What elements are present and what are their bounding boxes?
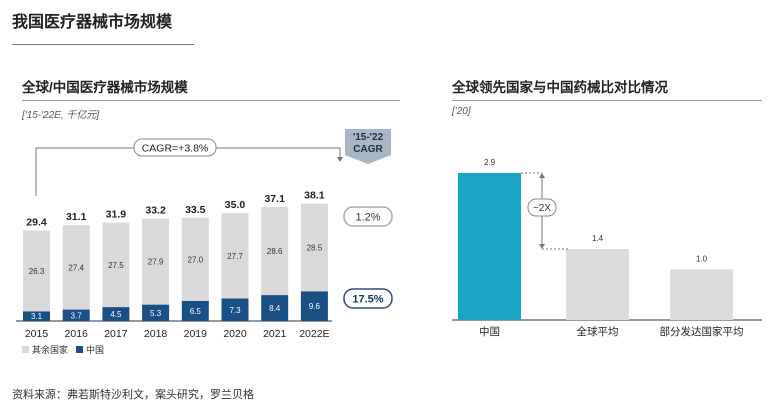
legend-label-china: 中国 <box>86 344 104 355</box>
tick-2018: 2018 <box>144 328 168 340</box>
label-other-2017: 27.5 <box>108 261 124 270</box>
cagr-arrowhead <box>337 157 343 162</box>
label-china-2017: 4.5 <box>110 310 122 319</box>
ratio-arrowhead-top <box>539 173 545 178</box>
tick-2022E: 2022E <box>299 328 329 340</box>
label-total-2016: 31.1 <box>66 211 87 223</box>
bar-全球平均 <box>566 249 629 320</box>
bar-other-2021 <box>261 207 289 296</box>
label-total-2022E: 38.1 <box>304 190 325 202</box>
left-title-divider <box>22 100 400 101</box>
label-other-2018: 27.9 <box>148 258 164 267</box>
china-cagr-value: 17.5% <box>352 294 383 306</box>
tick-2017: 2017 <box>104 328 128 340</box>
china-cagr-badge: 17.5% <box>343 288 393 309</box>
cagr-pill <box>133 138 217 157</box>
label-total-2019: 33.5 <box>185 204 206 216</box>
bar-other-2016 <box>62 225 90 310</box>
bar-china-2018 <box>142 304 170 321</box>
category-部分发达国家平均: 部分发达国家平均 <box>660 325 744 338</box>
overall-cagr-label: CAGR=+3.8% <box>142 143 209 155</box>
left-legend: 其余国家 中国 <box>22 344 104 355</box>
label-other-2016: 27.4 <box>68 263 84 272</box>
cagr-annotation: CAGR=+3.8% <box>35 138 343 196</box>
cagr-header-arrow <box>345 155 391 164</box>
ratio-arrowhead-bottom <box>539 244 545 249</box>
label-other-2015: 26.3 <box>29 267 45 276</box>
ratio-annotation: ~2X <box>521 172 568 250</box>
tick-2020: 2020 <box>223 328 247 340</box>
china-cagr-pill <box>343 288 393 309</box>
left-chart-title: 全球/中国医疗器械市场规模 <box>22 80 188 95</box>
other-cagr-pill <box>343 206 393 227</box>
cagr-header-line1: '15-'22 <box>353 132 384 143</box>
cagr-header: '15-'22 CAGR <box>345 129 391 164</box>
bar-other-2015 <box>23 230 50 312</box>
bar-部分发达国家平均 <box>670 269 733 320</box>
bar-china-2019 <box>181 300 209 321</box>
legend-swatch-other <box>22 346 29 353</box>
bar-china-2016 <box>62 309 90 321</box>
bar-中国 <box>458 173 521 320</box>
bar-china-2017 <box>102 307 130 321</box>
other-cagr-badge: 1.2% <box>343 206 393 227</box>
label-china-2019: 6.5 <box>190 307 202 316</box>
cagr-header-line2: CAGR <box>353 144 383 155</box>
ratio-label: ~2X <box>533 203 551 214</box>
right-chart-title: 全球领先国家与中国药械比对比情况 <box>452 80 668 95</box>
title-divider <box>12 44 194 45</box>
bar-other-2018 <box>142 218 170 305</box>
label-other-2021: 28.6 <box>267 247 283 256</box>
source-note: 资料来源：弗若斯特沙利文，案头研究，罗兰贝格 <box>12 389 254 401</box>
right-bar-chart: 2.9 中国 1.4 全球平均 1.0 部分发达国家平均 <box>452 158 762 338</box>
label-china-2022E: 9.6 <box>309 302 321 311</box>
tick-2015: 2015 <box>25 328 49 340</box>
label-other-2019: 27.0 <box>188 255 204 264</box>
bar-china-2020 <box>221 298 249 321</box>
label-china-2016: 3.7 <box>71 311 83 320</box>
label-total-2017: 31.9 <box>106 208 127 220</box>
bar-other-2017 <box>102 222 130 308</box>
category-全球平均: 全球平均 <box>577 325 619 338</box>
ratio-pill <box>527 198 557 217</box>
bar-other-2022E <box>300 203 328 292</box>
label-total-2015: 29.4 <box>26 216 47 228</box>
left-stacked-bar-chart: 26.3 3.1 29.4 2015 27.4 3.7 31.1 2016 27.5 4.5 31.… <box>16 190 332 340</box>
category-中国: 中国 <box>479 325 500 338</box>
legend-label-other: 其余国家 <box>32 344 68 355</box>
label-china-2015: 3.1 <box>31 312 43 321</box>
label-china-2018: 5.3 <box>150 309 162 318</box>
right-chart-subtitle: ['20] <box>452 106 471 117</box>
value-label-部分发达国家平均: 1.0 <box>696 254 708 263</box>
bar-china-2015 <box>23 311 50 321</box>
label-china-2021: 8.4 <box>269 304 281 313</box>
cagr-header-box <box>345 129 391 155</box>
label-total-2018: 33.2 <box>145 205 166 217</box>
label-total-2021: 37.1 <box>264 193 285 205</box>
bar-other-2019 <box>181 217 209 301</box>
bar-china-2022E <box>300 291 328 321</box>
label-china-2020: 7.3 <box>229 306 241 315</box>
right-title-divider <box>452 100 762 101</box>
label-total-2020: 35.0 <box>225 199 246 211</box>
tick-2016: 2016 <box>65 328 89 340</box>
left-chart-subtitle: ['15-'22E, 千亿元] <box>22 110 100 121</box>
bar-china-2021 <box>261 295 289 321</box>
label-other-2022E: 28.5 <box>307 244 323 253</box>
label-other-2020: 27.7 <box>227 252 243 261</box>
tick-2019: 2019 <box>184 328 208 340</box>
other-cagr-value: 1.2% <box>355 212 380 224</box>
page-title: 我国医疗器械市场规模 <box>12 14 173 31</box>
value-label-中国: 2.9 <box>484 158 496 167</box>
legend-swatch-china <box>76 346 83 353</box>
bar-other-2020 <box>221 213 249 299</box>
tick-2021: 2021 <box>263 328 287 340</box>
value-label-全球平均: 1.4 <box>592 234 604 243</box>
